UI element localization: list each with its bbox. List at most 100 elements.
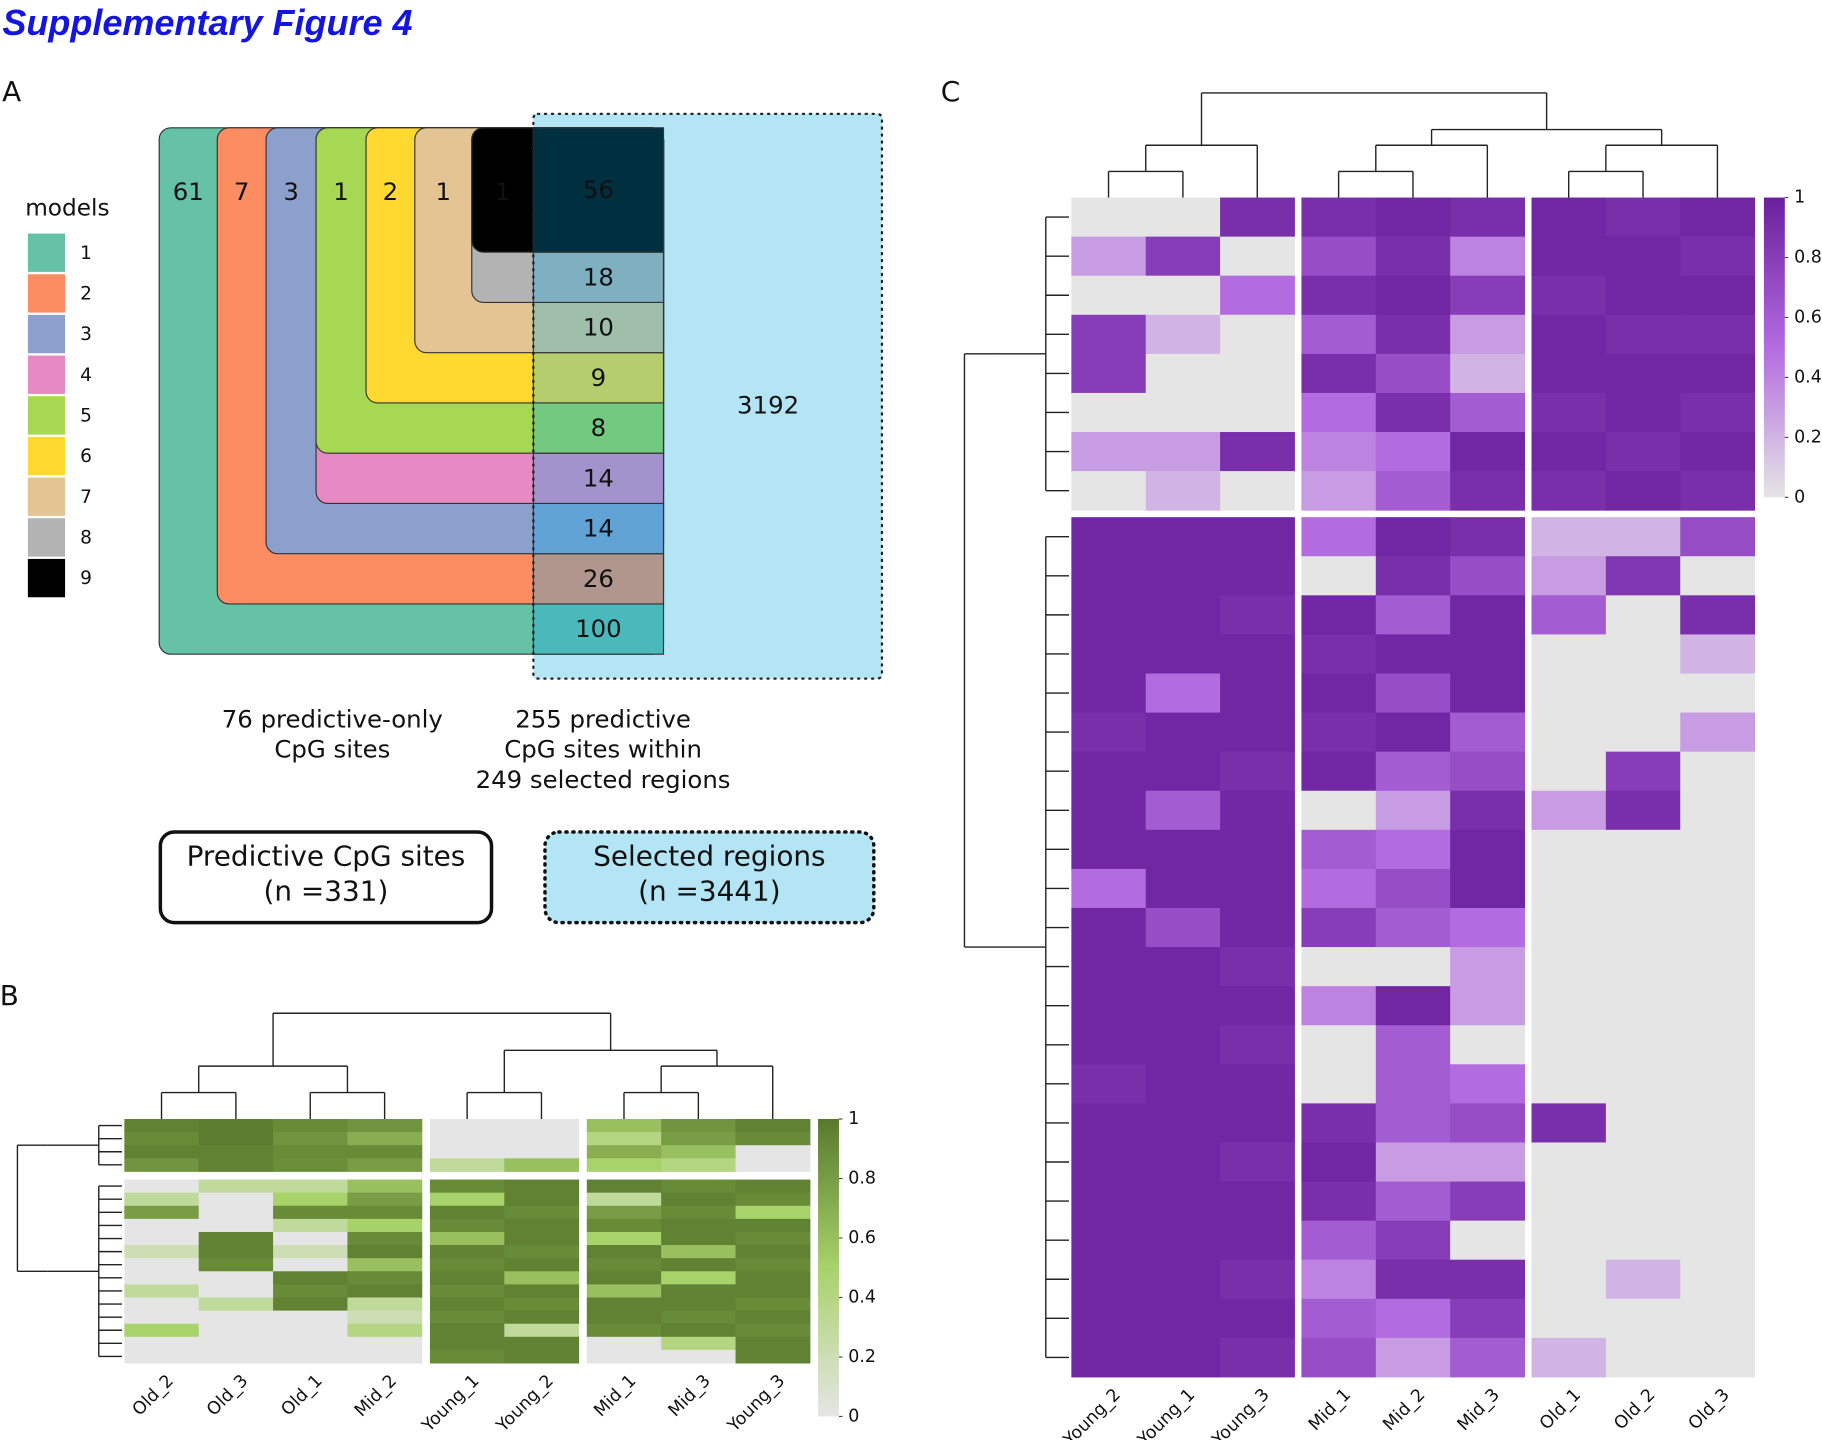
heatmap-cell — [124, 1271, 200, 1285]
heatmap-cell — [198, 1245, 274, 1259]
heatmap-cell — [661, 1271, 737, 1285]
heatmap-cell — [347, 1297, 423, 1312]
heatmap-cell — [1220, 790, 1295, 831]
heatmap-cell — [429, 1258, 505, 1272]
heatmap-cell — [504, 1158, 580, 1172]
heatmap-cell — [1605, 353, 1681, 394]
heatmap-cell — [273, 1231, 348, 1246]
heatmap-cell — [1680, 314, 1756, 355]
heatmap-cell — [1301, 432, 1377, 472]
overlap-count: 56 — [583, 175, 614, 204]
heatmap-cell — [1605, 829, 1681, 870]
heatmap-cell — [735, 1297, 811, 1312]
heatmap-cell — [1605, 1181, 1681, 1222]
heatmap-cell — [586, 1245, 662, 1259]
heatmap-cell — [661, 1310, 737, 1325]
note-line: CpG sites within — [504, 735, 702, 764]
heatmap-cell — [735, 1145, 811, 1159]
heatmap-cell — [1071, 1064, 1147, 1104]
heatmap-cell — [1605, 1259, 1681, 1300]
heatmap-cell — [1301, 1259, 1377, 1300]
heatmap-cell — [1531, 556, 1607, 596]
heatmap-cell — [1605, 673, 1681, 714]
heatmap-cell — [1450, 353, 1525, 394]
heatmap-cell — [1605, 236, 1681, 277]
heatmap-cell — [504, 1297, 580, 1312]
heatmap-cell — [1145, 1025, 1221, 1065]
heatmap-cell — [429, 1132, 505, 1146]
heatmap-cell — [661, 1258, 737, 1272]
legend-label: 6 — [80, 446, 92, 467]
legend-swatch — [27, 233, 66, 272]
heatmap-cell — [1531, 1181, 1607, 1222]
heatmap-cell — [586, 1179, 662, 1194]
heatmap-cell — [1375, 517, 1451, 557]
heatmap-cell — [429, 1284, 505, 1298]
heatmap-cell — [504, 1205, 580, 1220]
heatmap-cell — [504, 1310, 580, 1325]
heatmap-cell — [586, 1158, 662, 1172]
column-label: Old_3 — [1685, 1385, 1734, 1434]
only-count: 1 — [333, 177, 349, 206]
heatmap-cell — [586, 1297, 662, 1312]
heatmap-cell — [429, 1118, 505, 1133]
heatmap-cell — [1071, 392, 1147, 433]
heatmap-cell — [1301, 673, 1377, 714]
heatmap-cell — [1301, 517, 1377, 557]
heatmap-cell — [504, 1179, 580, 1194]
heatmap-cell — [1145, 1337, 1221, 1378]
heatmap-cell — [1145, 1103, 1221, 1143]
heatmap-cell — [504, 1132, 580, 1146]
heatmap-cell — [1145, 275, 1221, 316]
heatmap-cell — [1301, 751, 1377, 792]
heatmap-cell — [586, 1118, 662, 1133]
heatmap-cell — [1531, 1025, 1607, 1065]
overlap-count: 26 — [583, 564, 614, 593]
heatmap-cell — [1605, 471, 1681, 511]
heatmap-cell — [735, 1336, 811, 1351]
heatmap-cell — [429, 1323, 505, 1338]
heatmap-cell — [1145, 868, 1221, 909]
heatmap-cell — [1531, 634, 1607, 674]
heatmap-cell — [661, 1231, 737, 1246]
heatmap-cell — [124, 1158, 200, 1172]
heatmap-cell — [1680, 556, 1756, 596]
heatmap-cell — [273, 1323, 348, 1338]
colorbar-tick-label: 0.4 — [1794, 367, 1822, 387]
heatmap-cell — [735, 1349, 811, 1364]
heatmap-cell — [1680, 634, 1756, 674]
heatmap-cell — [1071, 986, 1147, 1026]
heatmap-cell — [429, 1245, 505, 1259]
heatmap-cell — [1450, 517, 1525, 557]
heatmap-cell — [1145, 432, 1221, 472]
heatmap-cell — [1680, 829, 1756, 870]
heatmap-cell — [273, 1218, 348, 1233]
heatmap-cell — [661, 1118, 737, 1133]
heatmap-cell — [504, 1336, 580, 1351]
heatmap-cell — [1605, 432, 1681, 472]
key-box-line: (n =3441) — [638, 874, 781, 907]
heatmap-cell — [1301, 314, 1377, 355]
heatmap-cell — [1450, 1064, 1525, 1104]
heatmap-cell — [1220, 1220, 1295, 1261]
heatmap-cell — [1450, 673, 1525, 714]
heatmap-cell — [1220, 868, 1295, 909]
heatmap-cell — [1145, 314, 1221, 355]
heatmap-cell — [1301, 1337, 1377, 1378]
heatmap-cell — [661, 1158, 737, 1172]
heatmap-cell — [1605, 986, 1681, 1026]
heatmap-cell — [1375, 1181, 1451, 1222]
heatmap-cell — [1605, 907, 1681, 948]
heatmap-cell — [124, 1118, 200, 1133]
heatmap-cell — [1145, 471, 1221, 511]
column-label: Mid_1 — [1305, 1385, 1355, 1435]
colorbar-tick-label: 1 — [848, 1109, 859, 1129]
column-label: Mid_3 — [665, 1371, 715, 1421]
colorbar-tick-label: 0.2 — [848, 1347, 876, 1367]
heatmap-cell — [1680, 595, 1756, 635]
heatmap-cell — [1605, 517, 1681, 557]
heatmap-cell — [198, 1297, 274, 1312]
heatmap-cell — [1450, 432, 1525, 472]
heatmap-cell — [1531, 673, 1607, 714]
heatmap-cell — [347, 1132, 423, 1146]
